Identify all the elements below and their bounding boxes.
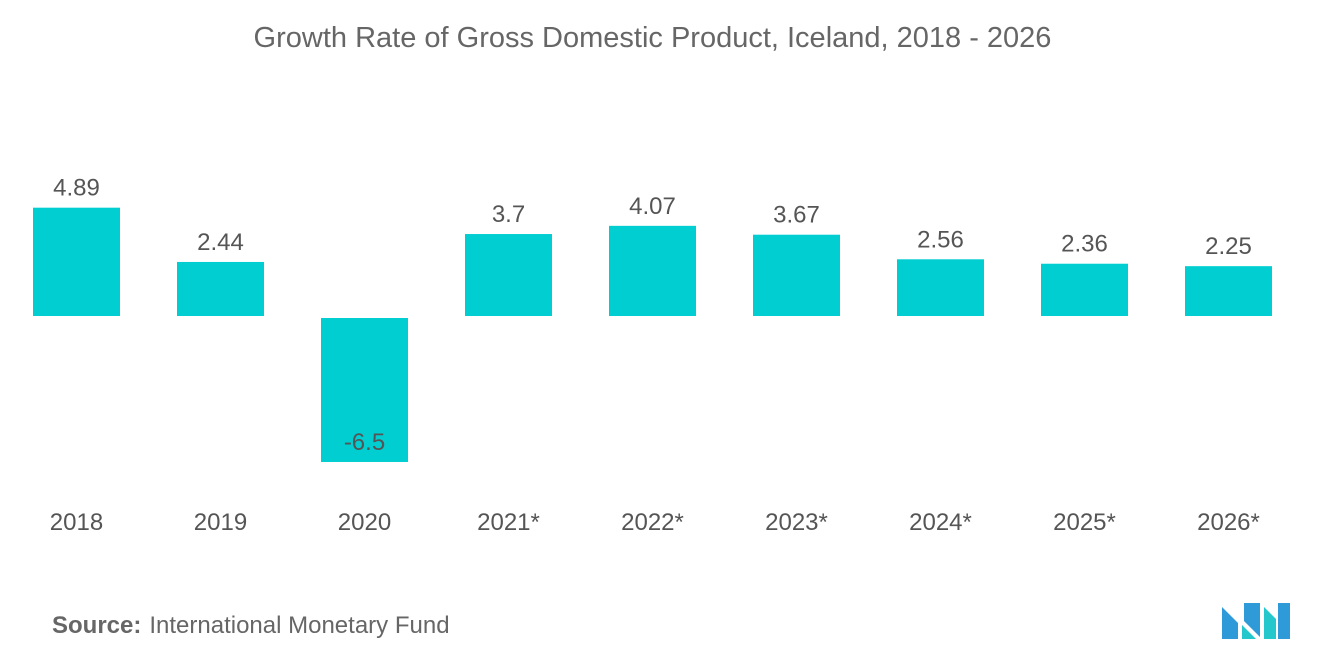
data-labels-layer: 4.89 2.44 -6.5 3.7 4.07 3.67 2.56 2.36 2.25: [53, 175, 1252, 456]
data-label-2019: 2.44: [197, 229, 244, 256]
x-axis-ticks: 2018 2019 2020 2021* 2022* 2023* 2024* 2025* 202…: [50, 509, 1260, 536]
x-tick-2020: 2020: [338, 509, 391, 536]
source-note: Source: International Monetary Fund: [52, 612, 450, 640]
bar-2021-est: [465, 234, 552, 316]
x-tick-2021-est: 2021*: [477, 509, 540, 536]
bar-2023-est: [753, 234, 840, 316]
bar-2024-est: [897, 259, 984, 316]
source-label: Source:: [52, 612, 142, 639]
data-label-2020: -6.5: [344, 429, 385, 456]
bars-layer: [33, 207, 1272, 462]
x-tick-2018: 2018: [50, 509, 103, 536]
data-label-2021-est: 3.7: [492, 201, 525, 228]
x-tick-2026-est: 2026*: [1197, 509, 1260, 536]
bar-2019: [177, 261, 264, 316]
x-tick-2024-est: 2024*: [909, 509, 972, 536]
bar-2025-est: [1041, 263, 1128, 316]
data-label-2026-est: 2.25: [1205, 233, 1252, 260]
data-label-2025-est: 2.36: [1061, 231, 1108, 258]
data-label-2022-est: 4.07: [629, 193, 676, 220]
x-tick-2019: 2019: [194, 509, 247, 536]
bar-2020: [321, 318, 408, 462]
data-label-2024-est: 2.56: [917, 226, 964, 253]
bar-2026-est: [1185, 266, 1272, 316]
bar-chart: 4.89 2.44 -6.5 3.7 4.07 3.67 2.56 2.36 2.25 2018…: [33, 175, 1272, 536]
source-text: International Monetary Fund: [149, 612, 450, 639]
bar-2018: [33, 207, 120, 316]
x-tick-2022-est: 2022*: [621, 509, 684, 536]
mordor-intelligence-logo-icon: [1222, 603, 1290, 639]
chart-title: Growth Rate of Gross Domestic Product, I…: [253, 22, 1052, 54]
x-tick-2023-est: 2023*: [765, 509, 828, 536]
data-label-2018: 4.89: [53, 175, 100, 202]
x-tick-2025-est: 2025*: [1053, 509, 1116, 536]
data-label-2023-est: 3.67: [773, 202, 820, 229]
bar-2022-est: [609, 225, 696, 316]
